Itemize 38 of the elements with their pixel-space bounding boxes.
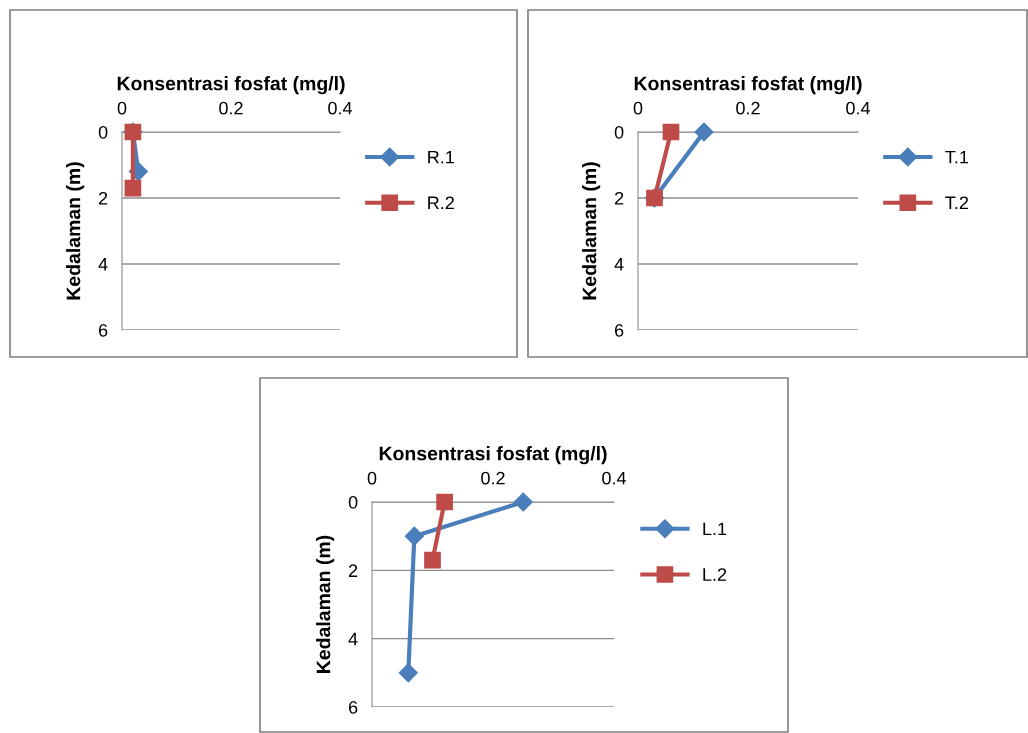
- y-axis-title: Kedalaman (m): [316, 535, 335, 673]
- x-tick-label: 0.2: [481, 471, 505, 485]
- x-tick-label: 0.2: [219, 101, 243, 115]
- x-tick-label: 0: [633, 101, 643, 115]
- x-axis-title: Konsentrasi fosfat (mg/l): [117, 76, 345, 95]
- y-tick-label: 6: [98, 323, 108, 337]
- y-tick-label: 6: [348, 700, 358, 714]
- legend-label: L.1: [703, 522, 727, 536]
- legend-label: T.2: [945, 196, 969, 210]
- y-tick-label: 0: [98, 125, 108, 139]
- point: [398, 663, 418, 683]
- y-tick-label: 4: [348, 632, 358, 646]
- point: [404, 526, 424, 546]
- legend-label: L.2: [703, 568, 727, 581]
- y-tick-label: 2: [98, 191, 108, 205]
- y-tick-label: 2: [614, 191, 624, 205]
- y-tick-label: 4: [98, 258, 108, 271]
- y-tick-label: 0: [614, 125, 624, 139]
- point: [436, 493, 453, 511]
- y-tick-label: 2: [348, 564, 358, 577]
- y-axis-title: Kedalaman (m): [582, 162, 601, 300]
- x-tick-label: 0.4: [602, 471, 627, 485]
- x-tick-label: 0: [117, 101, 127, 115]
- legend-label: T.1: [945, 150, 969, 164]
- x-tick-label: 0.4: [328, 101, 353, 115]
- legend-label: R.1: [428, 150, 454, 164]
- y-tick-label: 0: [348, 495, 358, 509]
- y-tick-label: 4: [614, 258, 624, 271]
- x-tick-label: 0.4: [846, 101, 871, 115]
- y-tick-label: 6: [614, 323, 624, 337]
- x-tick-label: 0: [367, 471, 377, 485]
- x-axis-title: Konsentrasi fosfat (mg/l): [634, 76, 862, 95]
- point: [513, 492, 533, 512]
- legend-label: R.2: [428, 196, 454, 210]
- x-axis-title: Konsentrasi fosfat (mg/l): [379, 446, 607, 465]
- point: [424, 551, 441, 569]
- y-axis-title: Kedalaman (m): [66, 162, 85, 300]
- x-tick-label: 0.2: [736, 101, 760, 115]
